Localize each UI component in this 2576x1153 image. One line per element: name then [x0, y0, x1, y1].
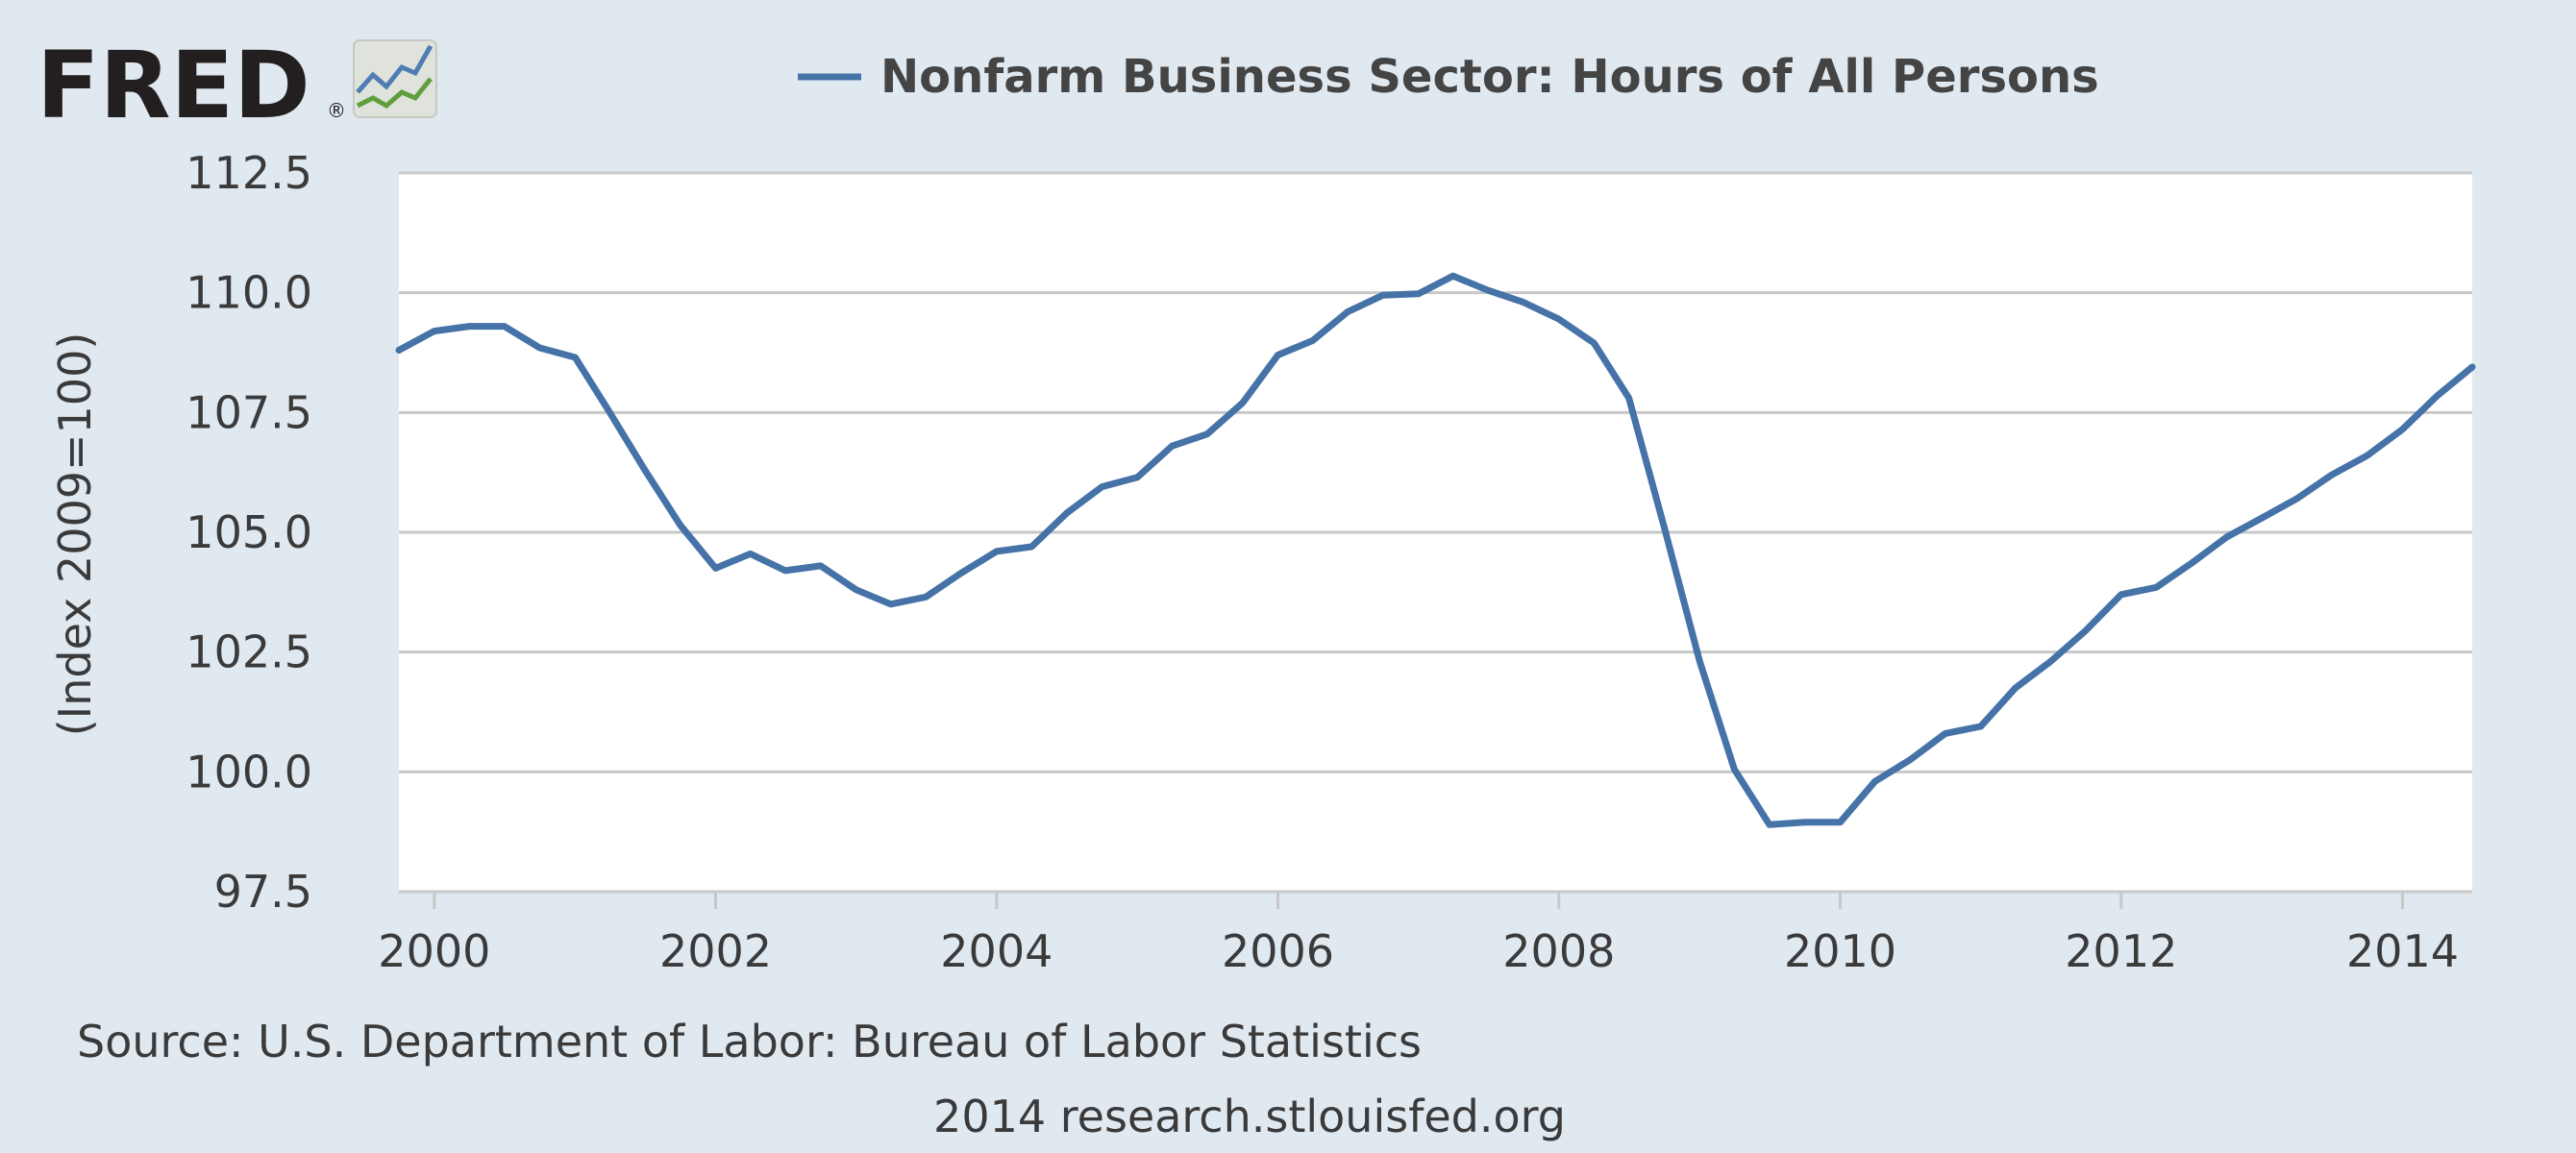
data-point [1977, 724, 1984, 729]
data-point [607, 409, 613, 416]
data-point [1134, 474, 1141, 480]
data-point [1449, 273, 1456, 280]
series-line [395, 272, 2476, 828]
data-point [396, 347, 402, 354]
data-point [1239, 400, 1246, 406]
data-point [817, 562, 824, 569]
data-point [2223, 534, 2230, 540]
data-point [1379, 292, 1386, 299]
fred-logo[interactable]: FRED ® [37, 32, 437, 139]
data-point [993, 548, 1000, 554]
data-point [712, 565, 719, 572]
data-point [2153, 584, 2160, 591]
data-point [1801, 819, 1808, 825]
data-point [501, 323, 508, 330]
credit-note: 2014 research.stlouisfed.org [933, 1091, 1566, 1142]
series-points [396, 273, 2475, 828]
data-point [1169, 443, 1176, 450]
data-point [431, 328, 437, 334]
data-point [923, 594, 929, 601]
x-tick-label: 2008 [1502, 925, 1615, 977]
data-point [677, 522, 683, 528]
data-point [1063, 510, 1070, 517]
legend-label: Nonfarm Business Sector: Hours of All Pe… [880, 50, 2099, 104]
legend[interactable]: Nonfarm Business Sector: Hours of All Pe… [798, 50, 2099, 104]
data-point [2012, 685, 2019, 692]
data-point [1521, 299, 1526, 306]
data-point [1942, 730, 1948, 737]
data-point [1028, 544, 1035, 550]
data-point [2293, 496, 2300, 503]
y-tick-label: 102.5 [186, 626, 312, 678]
y-tick-label: 105.0 [186, 506, 312, 558]
x-tick-label: 2000 [378, 925, 490, 977]
data-point [1309, 337, 1316, 344]
data-point [1203, 430, 1210, 437]
data-point [2188, 560, 2194, 567]
data-point [1766, 822, 1772, 828]
y-tick-label: 100.0 [186, 746, 312, 797]
y-tick-label: 107.5 [186, 386, 312, 438]
data-point [572, 355, 579, 360]
data-point [1415, 290, 1422, 297]
y-tick-label: 110.0 [186, 267, 312, 319]
data-point [1697, 658, 1703, 665]
data-point [2118, 591, 2124, 598]
y-tick-label: 112.5 [186, 147, 312, 199]
x-tick-label: 2002 [659, 925, 772, 977]
x-tick-label: 2010 [1784, 925, 1896, 977]
data-point [782, 567, 788, 574]
data-point [2083, 627, 2089, 634]
data-point [853, 586, 859, 593]
y-axis-ticks: 97.5 100.0 102.5 105.0 107.5 110.0 112.5 [186, 147, 312, 918]
data-point [1099, 483, 1105, 490]
data-point [2469, 364, 2475, 370]
data-point [466, 323, 473, 330]
x-tick-label: 2012 [2065, 925, 2177, 977]
data-point [747, 551, 754, 557]
gridlines [399, 171, 2472, 773]
x-tick-label: 2014 [2346, 925, 2459, 977]
y-tick-label: 97.5 [214, 866, 312, 918]
source-note: Source: U.S. Department of Labor: Bureau… [77, 1016, 1422, 1067]
data-point [958, 570, 964, 576]
data-point [2364, 453, 2370, 459]
data-point [2259, 515, 2266, 521]
data-point [1345, 308, 1350, 315]
data-point [2434, 392, 2440, 399]
logo-registered-mark: ® [327, 99, 346, 122]
data-point [1591, 340, 1598, 346]
data-point [1625, 395, 1632, 402]
data-point [1275, 352, 1281, 358]
data-point [887, 601, 894, 607]
x-tick-label: 2006 [1222, 925, 1334, 977]
data-point [1837, 819, 1844, 825]
data-point [1871, 778, 1878, 785]
y-axis-title: (Index 2009=100) [49, 332, 101, 737]
x-axis-ticks: 2000 2002 2004 2006 2008 2010 2012 2014 [378, 890, 2472, 977]
x-tick-label: 2004 [940, 925, 1053, 977]
data-point [641, 467, 648, 474]
fred-graph-icon [353, 39, 437, 118]
data-point [536, 345, 543, 351]
data-point [1731, 766, 1738, 773]
data-point [2047, 658, 2054, 665]
logo-wordmark: FRED [37, 32, 310, 139]
data-point [2399, 426, 2406, 432]
data-point [1907, 756, 1913, 763]
data-point [2328, 472, 2335, 478]
data-point [1555, 316, 1562, 323]
data-point [1661, 525, 1668, 530]
data-point [1485, 287, 1492, 294]
